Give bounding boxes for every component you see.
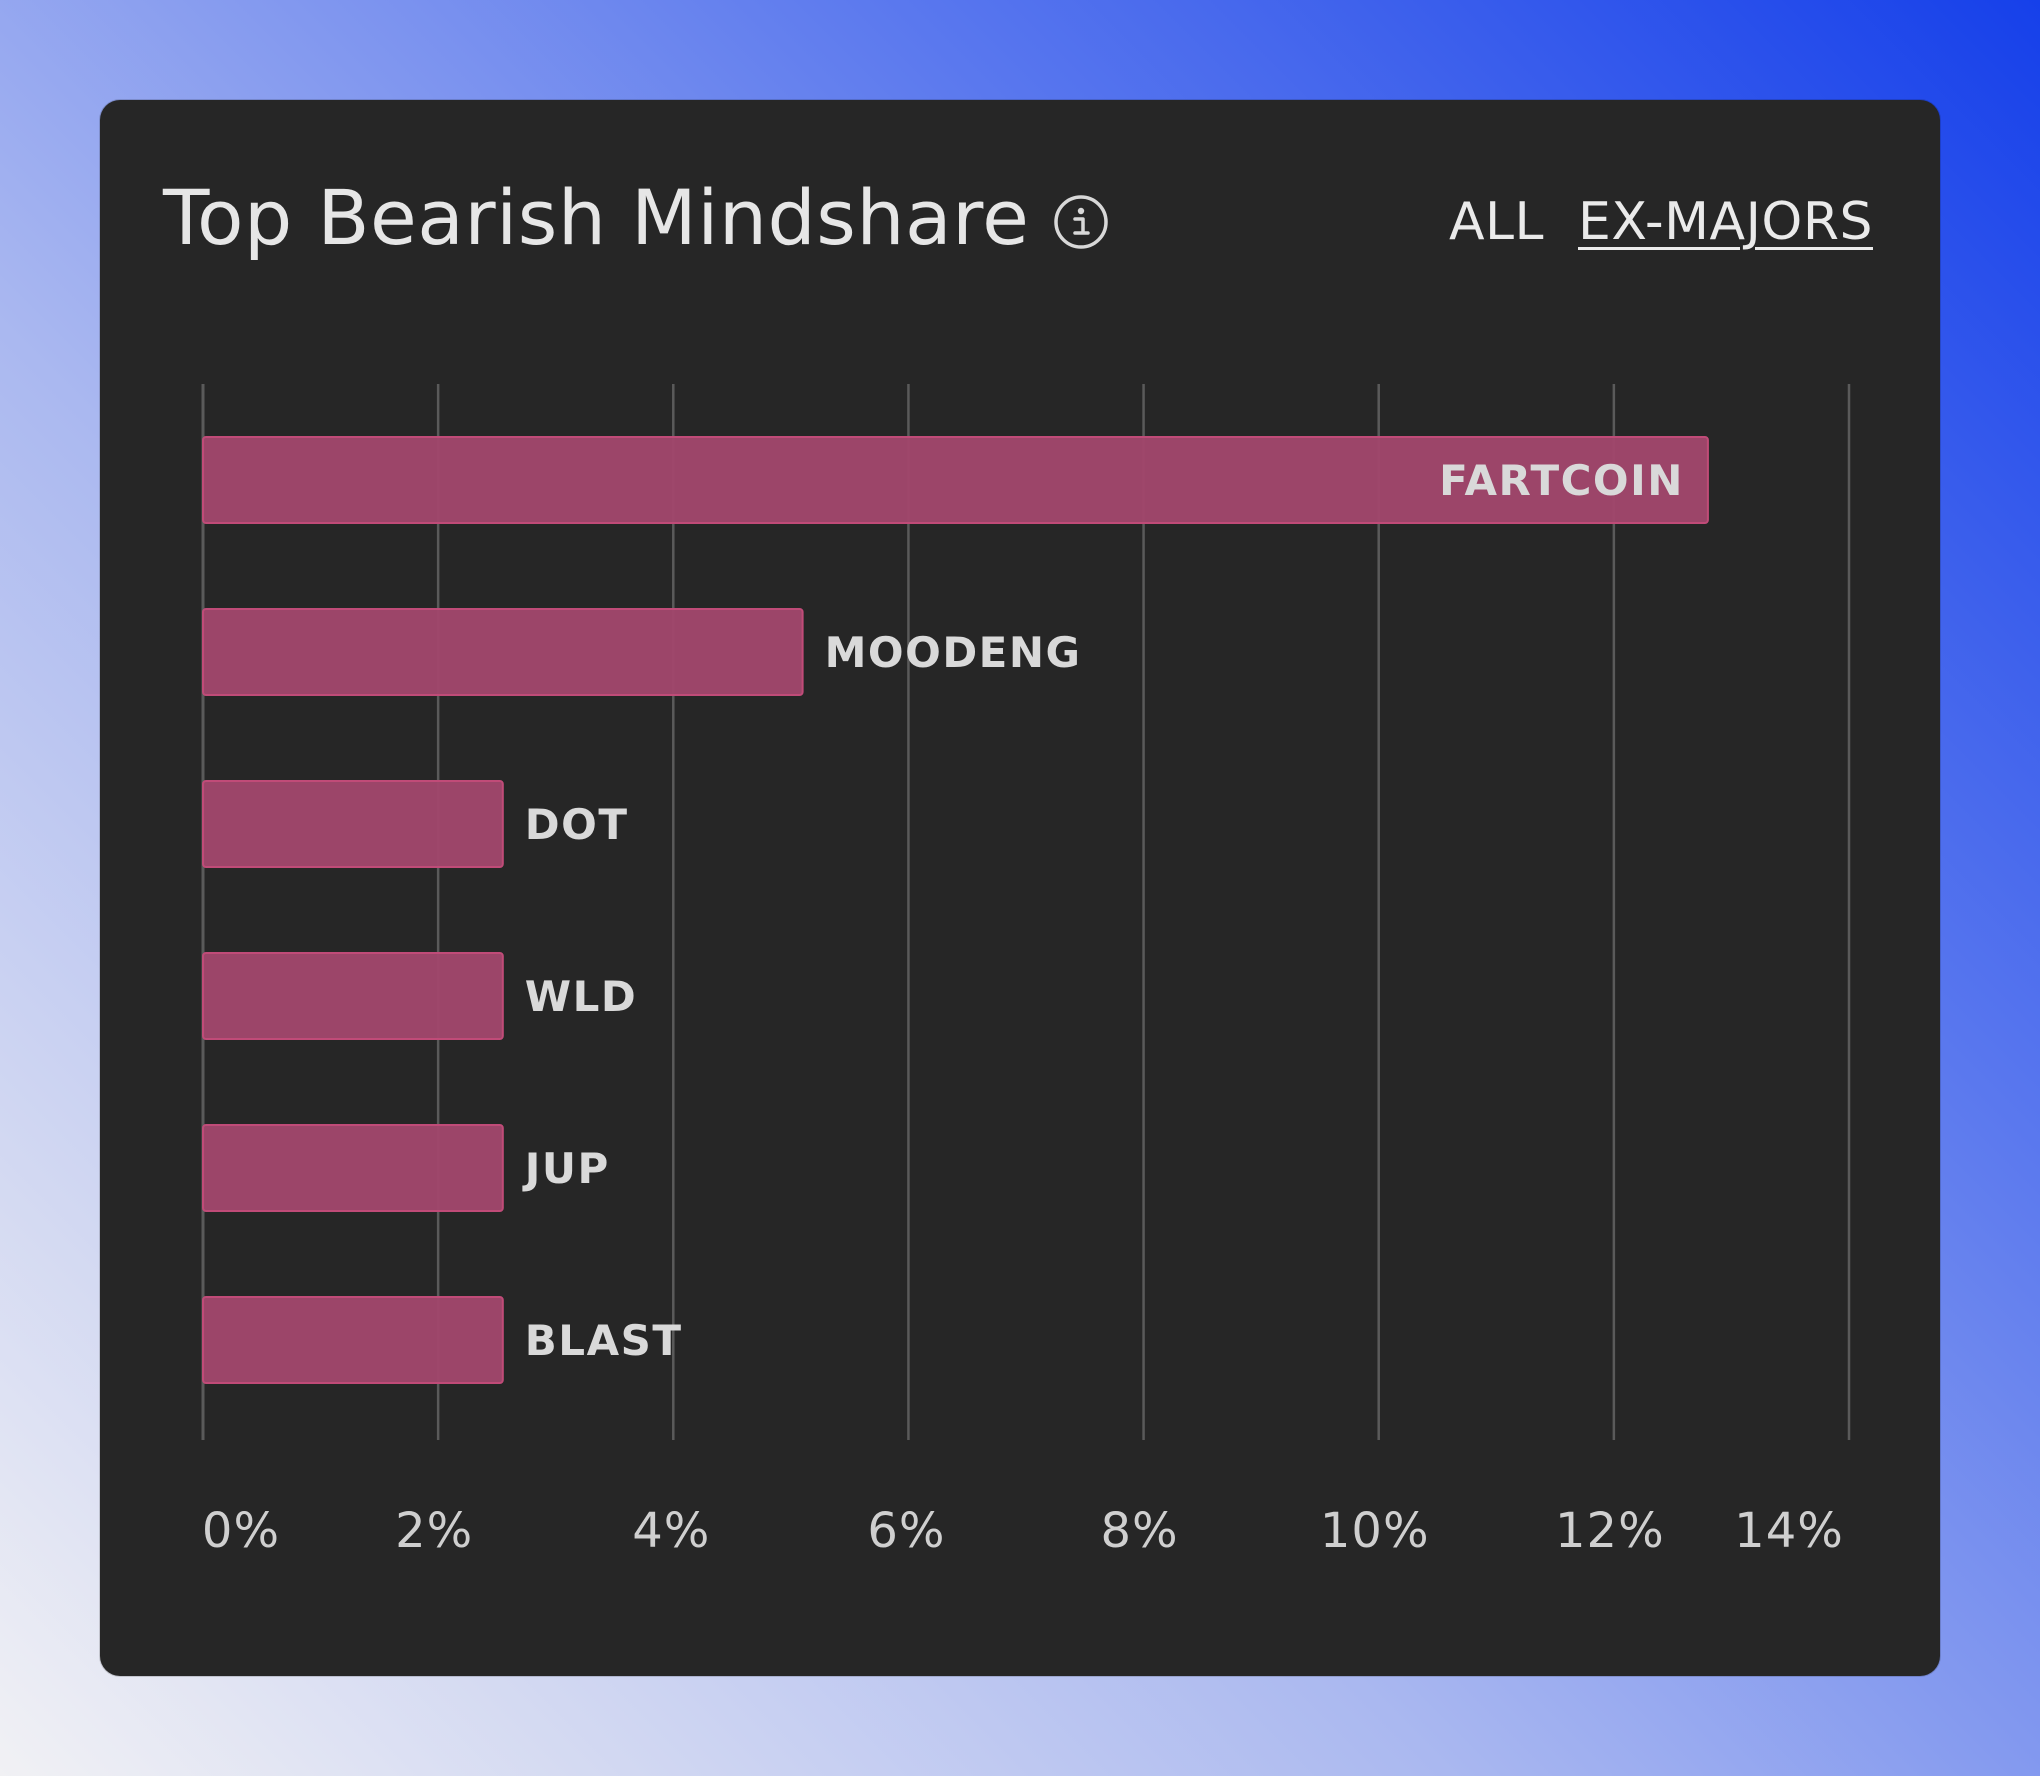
filter-ex-majors[interactable]: EX-MAJORS [1578, 192, 1873, 252]
bar [202, 952, 504, 1040]
x-tick-label: 10% [1320, 1503, 1430, 1559]
bar-label: MOODENG [825, 628, 1082, 677]
bar [202, 608, 804, 696]
title-row: Top Bearish Mindshare [163, 180, 1109, 256]
filter-all[interactable]: ALL [1448, 192, 1544, 252]
bar [202, 1296, 504, 1384]
x-tick-label: 12% [1555, 1503, 1665, 1559]
bar-label: FARTCOIN [1439, 456, 1684, 505]
x-tick-label: 4% [632, 1503, 710, 1559]
info-icon[interactable] [1053, 194, 1109, 250]
chart-card: Top Bearish Mindshare ALL EX-MAJORS FART… [100, 100, 1940, 1676]
filter-tabs: ALL EX-MAJORS [1449, 196, 1873, 248]
bar-label: DOT [525, 800, 629, 849]
chart-title: Top Bearish Mindshare [163, 173, 1030, 262]
bar [202, 780, 504, 868]
x-tick-label: 0% [202, 1503, 280, 1559]
bar [202, 1124, 504, 1212]
x-tick-label: 8% [1100, 1503, 1178, 1559]
bar [202, 436, 1709, 524]
x-tick-label: 14% [1734, 1503, 1844, 1559]
x-tick-label: 6% [867, 1503, 945, 1559]
bar-label: BLAST [525, 1316, 683, 1365]
x-tick-label: 2% [395, 1503, 473, 1559]
bar-label: WLD [525, 972, 637, 1021]
bar-label: JUP [522, 1144, 610, 1193]
bar-chart: FARTCOIN MOODENG DOT WLD JUP BLAST 0% 2% 4% 6% 8% 1… [201, 384, 1851, 1559]
